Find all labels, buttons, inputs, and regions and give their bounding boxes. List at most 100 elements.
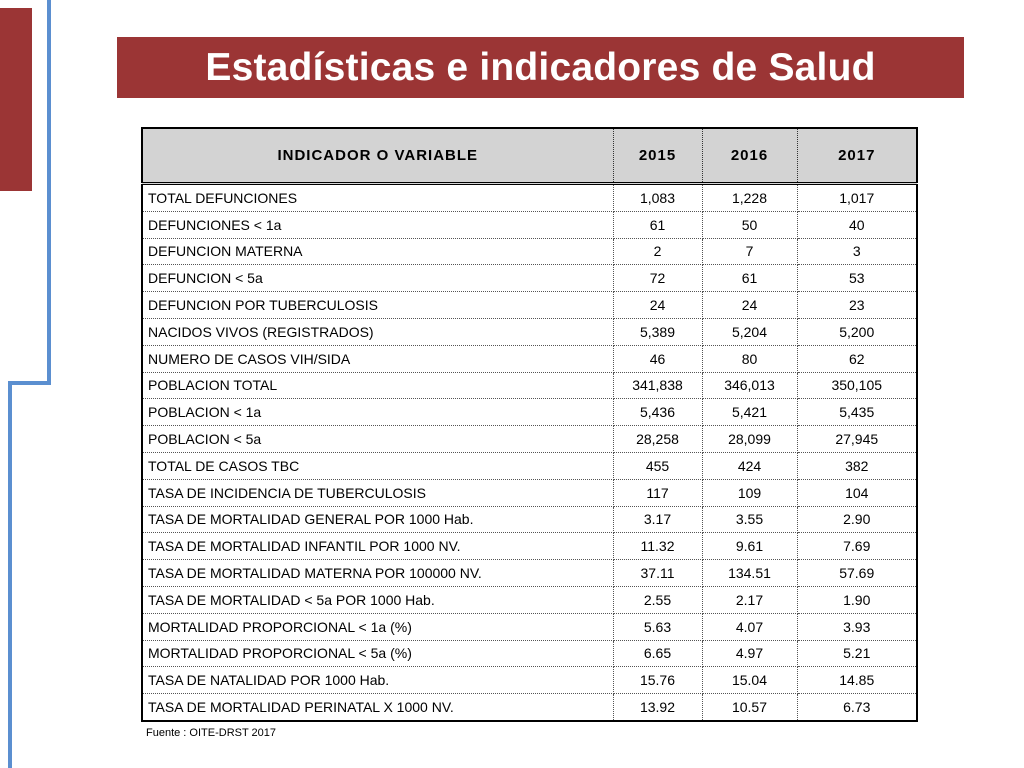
table-row: NACIDOS VIVOS (REGISTRADOS) 5,389 5,204 5,2… bbox=[141, 317, 918, 346]
value-cell-2017: 1.90 bbox=[796, 585, 918, 614]
value-cell-2017: 14.85 bbox=[796, 666, 918, 695]
value-cell-2017: 7.69 bbox=[796, 532, 918, 561]
table-header-row: INDICADOR O VARIABLE 2015 2016 2017 bbox=[141, 127, 918, 185]
value-cell-2017: 350,105 bbox=[796, 371, 918, 400]
page-title: Estadísticas e indicadores de Salud bbox=[205, 45, 876, 89]
table-row: DEFUNCION < 5a 72 61 53 bbox=[141, 264, 918, 293]
value-cell-2016: 9.61 bbox=[701, 532, 798, 561]
decorative-line bbox=[8, 0, 51, 768]
value-cell-2015: 2.55 bbox=[612, 585, 703, 614]
indicator-cell: MORTALIDAD PROPORCIONAL < 1a (%) bbox=[141, 612, 614, 641]
value-cell-2016: 28,099 bbox=[701, 425, 798, 453]
value-cell-2016: 61 bbox=[701, 264, 798, 293]
value-cell-2016: 3.55 bbox=[701, 505, 798, 534]
value-cell-2016: 424 bbox=[701, 451, 798, 480]
indicator-cell: TASA DE MORTALIDAD INFANTIL POR 1000 NV. bbox=[141, 532, 614, 561]
value-cell-2017: 27,945 bbox=[796, 425, 918, 453]
value-cell-2015: 15.76 bbox=[612, 666, 703, 695]
value-cell-2017: 1,017 bbox=[796, 183, 918, 212]
side-accent-block bbox=[0, 8, 32, 191]
value-cell-2015: 11.32 bbox=[612, 532, 703, 561]
table-row: TASA DE MORTALIDAD < 5a POR 1000 Hab. 2.5… bbox=[141, 585, 918, 614]
table-row: DEFUNCION MATERNA 2 7 3 bbox=[141, 237, 918, 266]
indicator-cell: DEFUNCION < 5a bbox=[141, 264, 614, 293]
table-row: TASA DE INCIDENCIA DE TUBERCULOSIS 117 109… bbox=[141, 478, 918, 507]
value-cell-2015: 1,083 bbox=[612, 183, 703, 212]
indicator-cell: DEFUNCION MATERNA bbox=[141, 237, 614, 266]
indicator-cell: TASA DE MORTALIDAD GENERAL POR 1000 Hab. bbox=[141, 505, 614, 534]
value-cell-2015: 341,838 bbox=[612, 371, 703, 400]
table-row: TOTAL DE CASOS TBC 455 424 382 bbox=[141, 451, 918, 480]
value-cell-2016: 50 bbox=[701, 210, 798, 239]
header-2015: 2015 bbox=[612, 127, 703, 185]
table-row: TASA DE MORTALIDAD MATERNA POR 100000 NV… bbox=[141, 559, 918, 587]
value-cell-2017: 382 bbox=[796, 451, 918, 480]
value-cell-2016: 24 bbox=[701, 291, 798, 319]
value-cell-2017: 3.93 bbox=[796, 612, 918, 641]
table-row: TOTAL DEFUNCIONES 1,083 1,228 1,017 bbox=[141, 183, 918, 212]
value-cell-2015: 61 bbox=[612, 210, 703, 239]
value-cell-2015: 13.92 bbox=[612, 693, 703, 722]
indicator-cell: DEFUNCIONES < 1a bbox=[141, 210, 614, 239]
table-row: TASA DE MORTALIDAD GENERAL POR 1000 Hab.… bbox=[141, 505, 918, 534]
title-bar: Estadísticas e indicadores de Salud bbox=[117, 37, 964, 98]
value-cell-2015: 6.65 bbox=[612, 639, 703, 668]
indicator-cell: TASA DE INCIDENCIA DE TUBERCULOSIS bbox=[141, 478, 614, 507]
value-cell-2017: 57.69 bbox=[796, 559, 918, 587]
value-cell-2016: 109 bbox=[701, 478, 798, 507]
indicator-cell: POBLACION < 1a bbox=[141, 398, 614, 427]
indicator-cell: TOTAL DEFUNCIONES bbox=[141, 183, 614, 212]
value-cell-2017: 3 bbox=[796, 237, 918, 266]
indicator-cell: POBLACION TOTAL bbox=[141, 371, 614, 400]
value-cell-2016: 7 bbox=[701, 237, 798, 266]
value-cell-2015: 3.17 bbox=[612, 505, 703, 534]
value-cell-2015: 72 bbox=[612, 264, 703, 293]
indicators-table: INDICADOR O VARIABLE 2015 2016 2017 TOTA… bbox=[141, 127, 918, 722]
value-cell-2015: 5,436 bbox=[612, 398, 703, 427]
indicator-cell: MORTALIDAD PROPORCIONAL < 5a (%) bbox=[141, 639, 614, 668]
indicator-cell: NUMERO DE CASOS VIH/SIDA bbox=[141, 344, 614, 373]
value-cell-2015: 117 bbox=[612, 478, 703, 507]
value-cell-2017: 104 bbox=[796, 478, 918, 507]
value-cell-2015: 455 bbox=[612, 451, 703, 480]
value-cell-2017: 5,435 bbox=[796, 398, 918, 427]
value-cell-2017: 23 bbox=[796, 291, 918, 319]
value-cell-2016: 134.51 bbox=[701, 559, 798, 587]
table-row: TASA DE MORTALIDAD INFANTIL POR 1000 NV.… bbox=[141, 532, 918, 561]
indicator-cell: TASA DE MORTALIDAD < 5a POR 1000 Hab. bbox=[141, 585, 614, 614]
table-row: POBLACION < 5a 28,258 28,099 27,945 bbox=[141, 425, 918, 453]
header-2017: 2017 bbox=[796, 127, 918, 185]
table-row: MORTALIDAD PROPORCIONAL < 5a (%) 6.65 4.97… bbox=[141, 639, 918, 668]
indicator-cell: TASA DE MORTALIDAD MATERNA POR 100000 NV… bbox=[141, 559, 614, 587]
value-cell-2016: 346,013 bbox=[701, 371, 798, 400]
value-cell-2017: 5,200 bbox=[796, 317, 918, 346]
value-cell-2016: 10.57 bbox=[701, 693, 798, 722]
value-cell-2017: 53 bbox=[796, 264, 918, 293]
indicator-cell: DEFUNCION POR TUBERCULOSIS bbox=[141, 291, 614, 319]
table-row: NUMERO DE CASOS VIH/SIDA 46 80 62 bbox=[141, 344, 918, 373]
indicator-cell: TASA DE NATALIDAD POR 1000 Hab. bbox=[141, 666, 614, 695]
table-row: DEFUNCION POR TUBERCULOSIS 24 24 23 bbox=[141, 291, 918, 319]
value-cell-2016: 1,228 bbox=[701, 183, 798, 212]
header-indicator: INDICADOR O VARIABLE bbox=[141, 127, 614, 185]
value-cell-2017: 62 bbox=[796, 344, 918, 373]
table-row: POBLACION < 1a 5,436 5,421 5,435 bbox=[141, 398, 918, 427]
value-cell-2017: 40 bbox=[796, 210, 918, 239]
table-row: POBLACION TOTAL 341,838 346,013 350,105 bbox=[141, 371, 918, 400]
value-cell-2015: 28,258 bbox=[612, 425, 703, 453]
value-cell-2016: 15.04 bbox=[701, 666, 798, 695]
value-cell-2016: 2.17 bbox=[701, 585, 798, 614]
value-cell-2016: 4.07 bbox=[701, 612, 798, 641]
indicator-cell: NACIDOS VIVOS (REGISTRADOS) bbox=[141, 317, 614, 346]
value-cell-2016: 5,421 bbox=[701, 398, 798, 427]
table-row: MORTALIDAD PROPORCIONAL < 1a (%) 5.63 4.07… bbox=[141, 612, 918, 641]
indicator-cell: TOTAL DE CASOS TBC bbox=[141, 451, 614, 480]
table-row: TASA DE NATALIDAD POR 1000 Hab. 15.76 15.0… bbox=[141, 666, 918, 695]
indicator-cell: POBLACION < 5a bbox=[141, 425, 614, 453]
value-cell-2017: 2.90 bbox=[796, 505, 918, 534]
value-cell-2015: 37.11 bbox=[612, 559, 703, 587]
value-cell-2017: 5.21 bbox=[796, 639, 918, 668]
value-cell-2015: 5,389 bbox=[612, 317, 703, 346]
indicator-cell: TASA DE MORTALIDAD PERINATAL X 1000 NV. bbox=[141, 693, 614, 722]
value-cell-2015: 5.63 bbox=[612, 612, 703, 641]
